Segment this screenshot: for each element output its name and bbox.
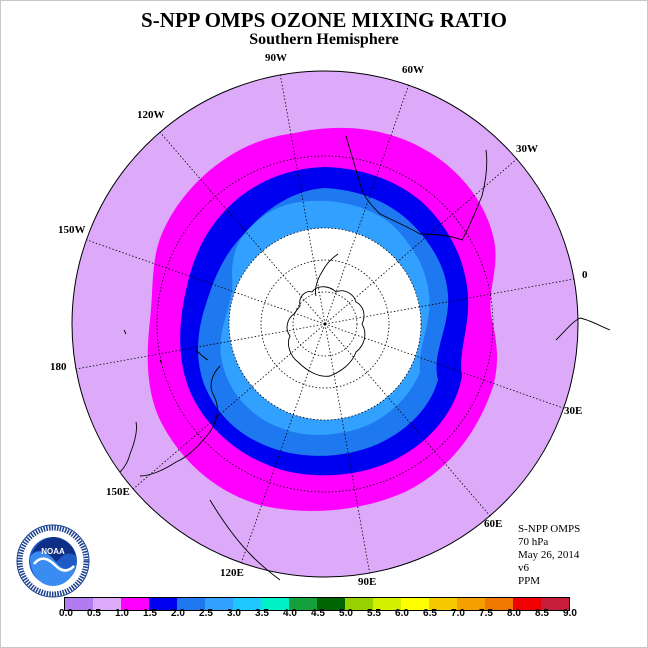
colorbar-cell (233, 598, 261, 610)
colorbar-tick-label: 7.0 (451, 608, 465, 619)
longitude-labels: 90W 60W 30W 0 30E 60E 90E 120E 150E 180 … (50, 52, 588, 588)
south-america-coastline (345, 135, 488, 241)
colorbar-cell (93, 598, 121, 610)
colorbar-cell (205, 598, 233, 610)
colorbar-tick-label: 8.0 (507, 608, 521, 619)
antarctica-coastline (286, 286, 366, 377)
lon-label: 30W (516, 143, 538, 155)
colorbar (64, 597, 570, 611)
south-pole-marker (323, 322, 327, 326)
colorbar-tick-label: 4.5 (311, 608, 325, 619)
colorbar-cell (401, 598, 429, 610)
colorbar-tick-label: 0.0 (59, 608, 73, 619)
colorbar-cell (289, 598, 317, 610)
islands-coastline (123, 329, 209, 365)
graticule (75, 72, 575, 576)
colorbar-tick-label: 2.0 (171, 608, 185, 619)
map-outline (71, 70, 579, 578)
lon-label: 180 (50, 361, 67, 373)
colorbar-cell (149, 598, 177, 610)
map-subtitle: Southern Hemisphere (249, 31, 399, 48)
antarctic-peninsula (315, 253, 339, 297)
lon-label: 120W (137, 109, 165, 121)
colorbar-cell (513, 598, 541, 610)
date-label: May 26, 2014 (518, 549, 580, 561)
colorbar-cell (373, 598, 401, 610)
lon-label: 0 (582, 269, 588, 281)
colorbar-tick-label: 1.0 (115, 608, 129, 619)
colorbar-cell (345, 598, 373, 610)
units-label: PPM (518, 575, 541, 587)
colorbar-cell (261, 598, 289, 610)
colorbar-tick-label: 2.5 (199, 608, 213, 619)
australia-coastline (139, 365, 221, 477)
new-zealand-coastline (119, 421, 137, 473)
africa-coastline (555, 317, 611, 341)
colorbar-cell (317, 598, 345, 610)
lon-label: 120E (220, 567, 244, 579)
coastlines (119, 135, 611, 581)
instrument-label: S-NPP OMPS (518, 523, 581, 535)
lon-label: 150W (58, 224, 86, 236)
lon-label: 60W (402, 64, 424, 76)
colorbar-tick-label: 1.5 (143, 608, 157, 619)
colorbar-cell (177, 598, 205, 610)
colorbar-tick-label: 6.5 (423, 608, 437, 619)
version-label: v6 (518, 562, 529, 574)
colorbar-cell (485, 598, 513, 610)
colorbar-cell (541, 598, 569, 610)
colorbar-tick-label: 3.0 (227, 608, 241, 619)
colorbar-tick-label: 8.5 (535, 608, 549, 619)
colorbar-tick-label: 9.0 (563, 608, 577, 619)
pressure-level-label: 70 hPa (518, 536, 549, 548)
colorbar-tick-label: 6.0 (395, 608, 409, 619)
lon-label: 90E (358, 576, 376, 588)
lon-label: 90W (265, 52, 287, 64)
lon-label: 30E (564, 405, 582, 417)
colorbar-ticks: 0.0 0.5 1.0 1.5 2.0 2.5 3.0 3.5 4.0 4.5 5.0 5.5 6.0 6… (54, 608, 614, 622)
map-title: S-NPP OMPS OZONE MIXING RATIO (141, 8, 507, 32)
colorbar-tick-label: 5.5 (367, 608, 381, 619)
southeast-asia-coastline (209, 499, 281, 581)
svg-text:NOAA: NOAA (41, 547, 65, 556)
colorbar-cell (457, 598, 485, 610)
colorbar-cell (121, 598, 149, 610)
noaa-logo: NOAA (16, 524, 90, 598)
colorbar-tick-label: 0.5 (87, 608, 101, 619)
lon-label: 60E (484, 518, 502, 530)
colorbar-cell (65, 598, 93, 610)
colorbar-tick-label: 3.5 (255, 608, 269, 619)
colorbar-tick-label: 7.5 (479, 608, 493, 619)
lon-label: 150E (106, 486, 130, 498)
colorbar-cell (429, 598, 457, 610)
colorbar-tick-label: 4.0 (283, 608, 297, 619)
colorbar-tick-label: 5.0 (339, 608, 353, 619)
